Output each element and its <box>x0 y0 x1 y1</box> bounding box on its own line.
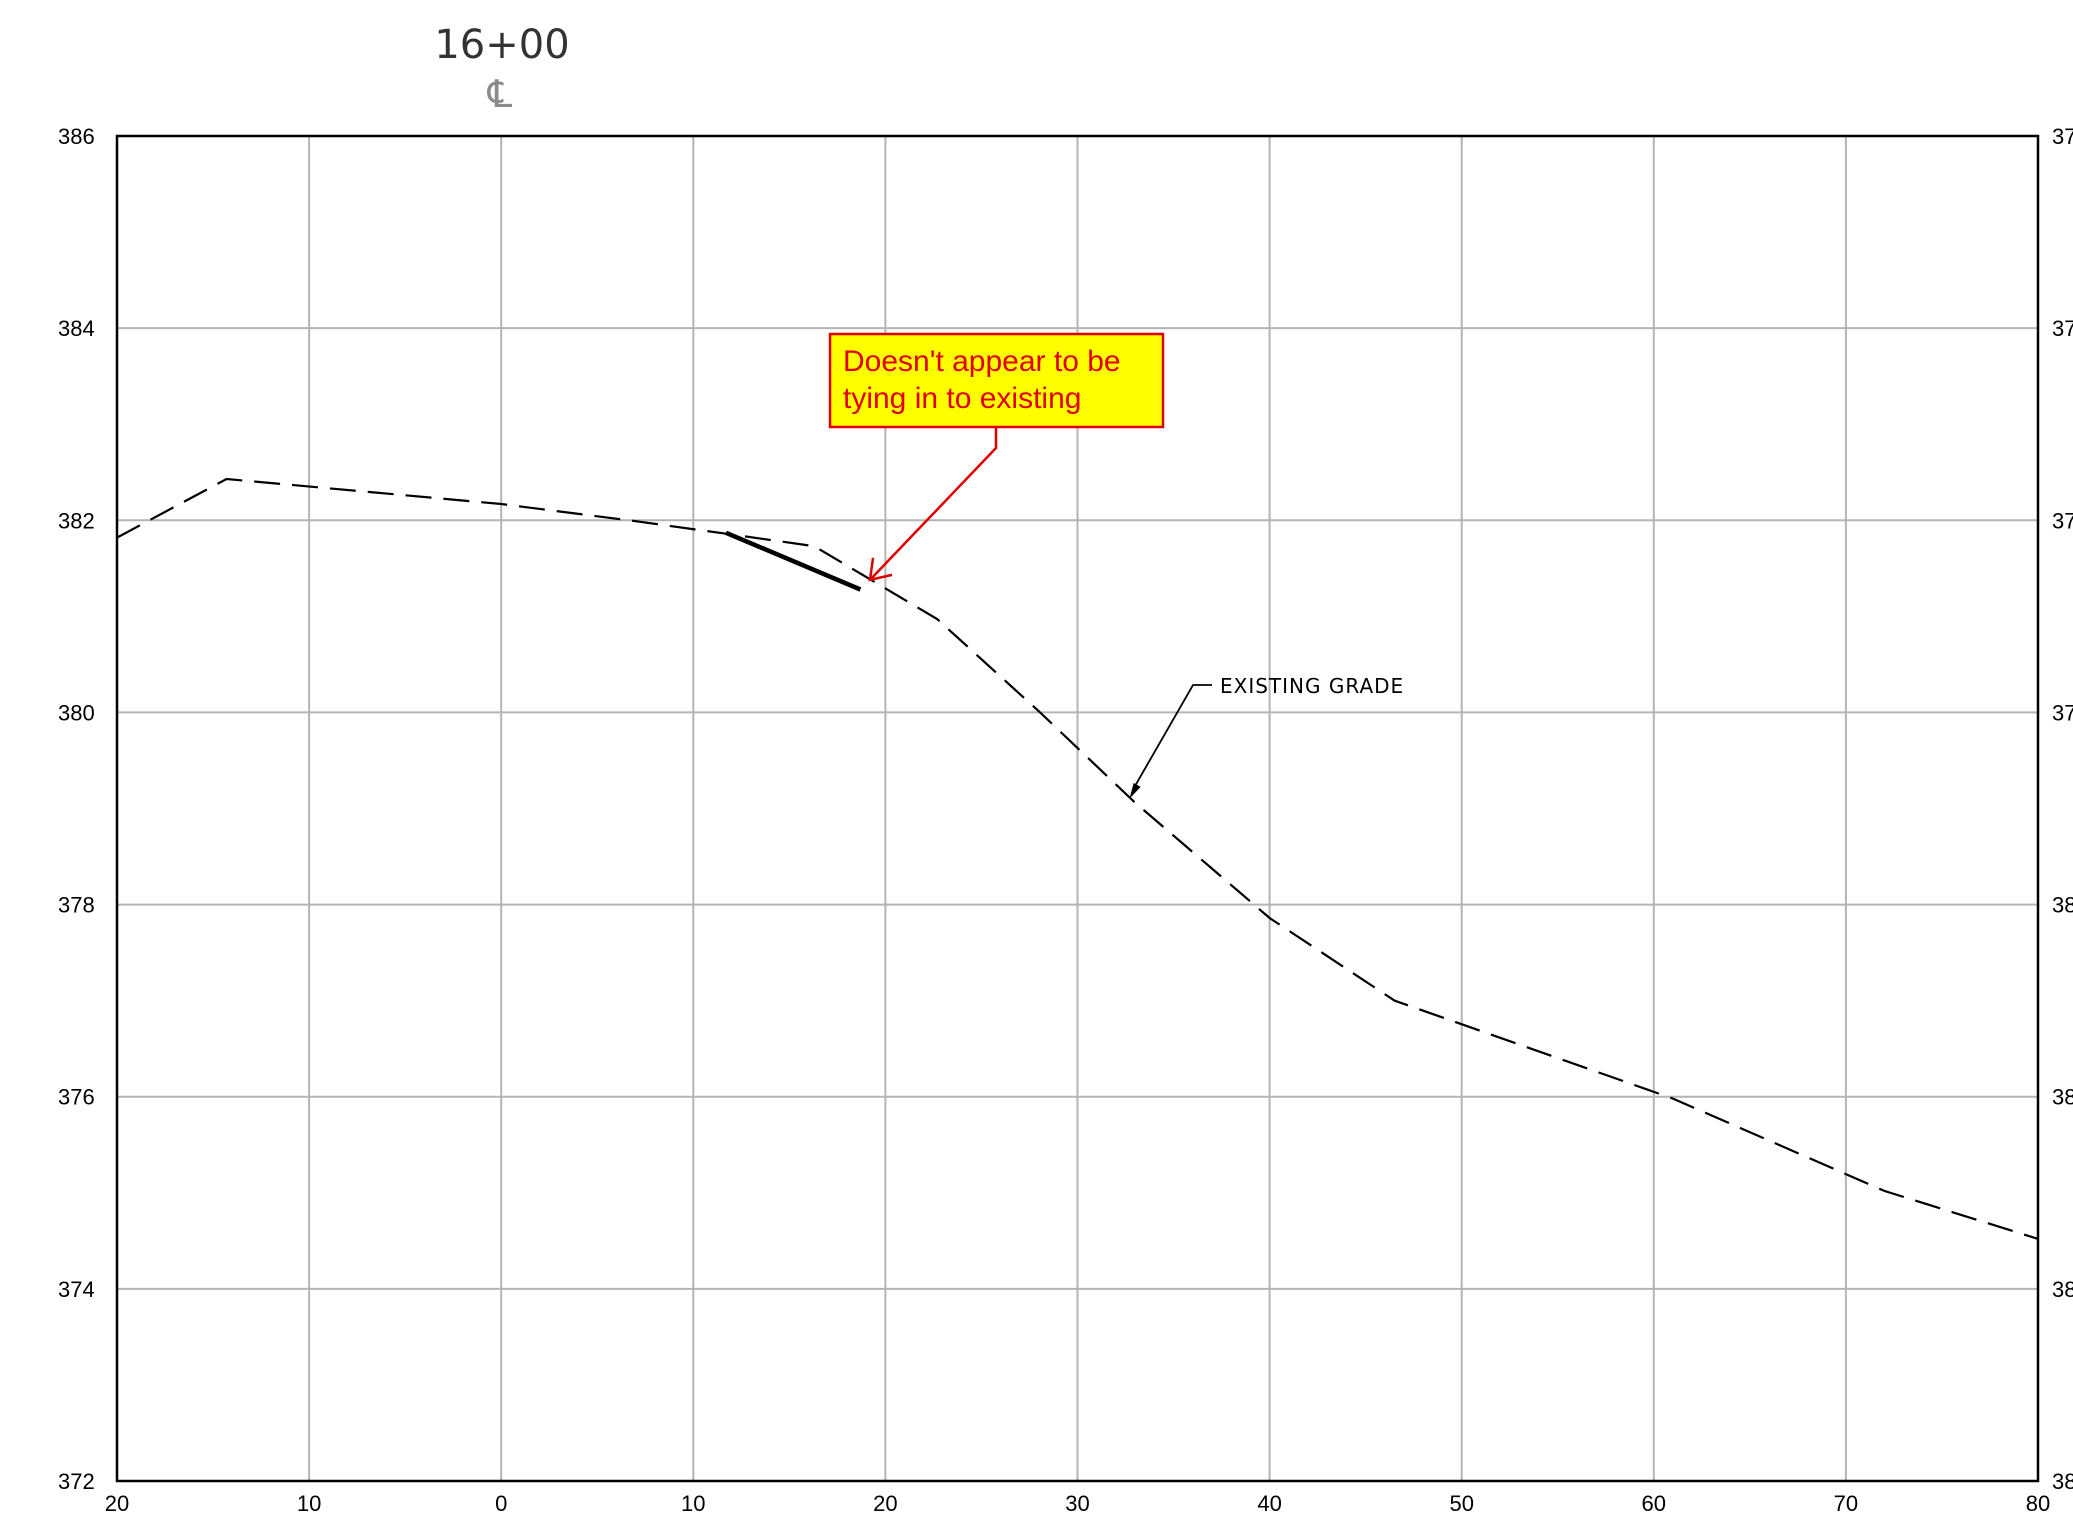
grid <box>117 136 2038 1481</box>
callout-text-line-2: tying in to existing <box>843 382 1081 415</box>
x-tick-label: 20 <box>873 1491 897 1516</box>
right-y-tick-label: 37 <box>2052 316 2073 341</box>
y-tick-label: 378 <box>58 893 95 918</box>
existing-grade-label: EXISTING GRADE <box>1220 674 1404 698</box>
callout-arrowhead <box>868 557 893 582</box>
plot-frame <box>115 134 2040 1483</box>
y-tick-label: 386 <box>58 124 95 149</box>
right-y-tick-label: 38 <box>2052 893 2073 918</box>
axis-tick-labels: 20 10 0 10 20 30 40 50 60 70 80 372 38 374 38 376 38 378 3… <box>58 124 2073 1516</box>
y-tick-label: 376 <box>58 1085 95 1110</box>
existing-grade-leader-line <box>1132 684 1212 790</box>
x-tick-label: 0 <box>495 1491 507 1516</box>
x-tick-label: 70 <box>1834 1491 1858 1516</box>
x-tick-label: 10 <box>297 1491 321 1516</box>
proposed-grade-line <box>725 530 862 592</box>
y-tick-label: 372 <box>58 1469 95 1494</box>
callout-text-line-1: Doesn't appear to be <box>843 345 1121 378</box>
x-tick-label: 40 <box>1257 1491 1281 1516</box>
y-tick-label: 380 <box>58 700 95 725</box>
callout-leader-line <box>869 427 998 581</box>
right-y-tick-label: 38 <box>2052 1085 2073 1110</box>
x-tick-label: 60 <box>1642 1491 1666 1516</box>
existing-grade-line <box>116 477 2039 1240</box>
x-tick-label: 10 <box>681 1491 705 1516</box>
review-comment-callout[interactable]: Doesn't appear to be tying in to existin… <box>828 332 1165 582</box>
x-tick-label: 30 <box>1065 1491 1089 1516</box>
existing-grade-annotation: EXISTING GRADE <box>1129 674 1404 799</box>
x-tick-label: 50 <box>1449 1491 1473 1516</box>
callout-box <box>828 332 1165 429</box>
right-y-tick-label: 38 <box>2052 1469 2073 1494</box>
right-y-tick-label: 37 <box>2052 508 2073 533</box>
right-y-tick-label: 37 <box>2052 124 2073 149</box>
centerline-symbol: ℄ <box>487 72 513 116</box>
existing-grade-arrowhead <box>1129 782 1141 799</box>
y-tick-label: 382 <box>58 508 95 533</box>
station-label: 16+00 <box>434 22 569 68</box>
x-tick-label: 80 <box>2026 1491 2050 1516</box>
right-y-tick-label: 38 <box>2052 1277 2073 1302</box>
y-tick-label: 374 <box>58 1277 95 1302</box>
x-tick-label: 20 <box>105 1491 129 1516</box>
y-tick-label: 384 <box>58 316 95 341</box>
right-y-tick-label: 37 <box>2052 700 2073 725</box>
series <box>116 477 2039 1240</box>
